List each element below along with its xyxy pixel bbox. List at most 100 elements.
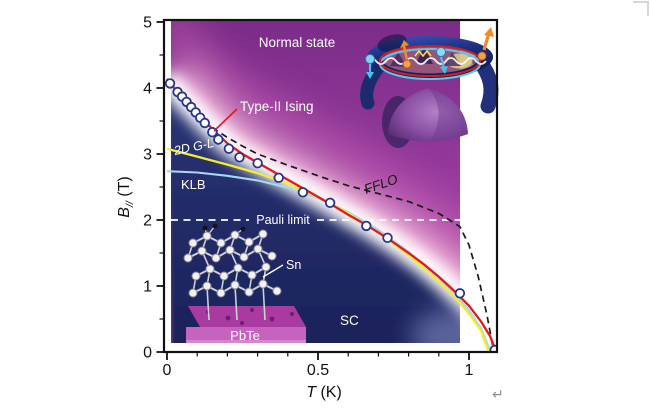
tick-label: 4 <box>143 81 152 98</box>
data-point <box>213 134 224 145</box>
spin-up-arrow-right <box>482 32 491 51</box>
klb-curve <box>166 170 492 352</box>
pauli-limit-label: Pauli limit <box>256 213 310 227</box>
y-axis-title: B// (T) <box>116 176 136 217</box>
sn-atom <box>188 238 198 248</box>
data-point <box>252 157 263 169</box>
sn-atom <box>202 231 212 241</box>
cooper-pair-illustration <box>360 27 499 148</box>
tick-label: 5 <box>143 15 152 32</box>
adatom <box>240 226 246 232</box>
data-point <box>489 344 497 352</box>
data-points <box>164 78 497 352</box>
dome-shade <box>428 88 468 142</box>
tick-label: 0 <box>163 362 172 379</box>
ising-pointer-line <box>213 108 238 132</box>
spin-up-head-mid <box>400 40 409 48</box>
x-axis-title: T (K) <box>306 384 342 401</box>
type2-ising-label: Type-II Ising <box>240 99 314 114</box>
wavy-pairing-line <box>365 57 487 65</box>
sn-atom <box>230 280 240 290</box>
sn-atom <box>225 245 235 255</box>
bond <box>206 285 210 321</box>
sn-atom <box>211 253 221 263</box>
data-point <box>324 197 336 209</box>
pbte-slab-top <box>188 306 306 327</box>
spin-down-head-mid <box>440 66 448 74</box>
data-point <box>297 187 309 198</box>
adatom <box>212 223 218 229</box>
red-orbit <box>379 45 481 77</box>
data-point <box>382 232 393 244</box>
data-point <box>223 143 235 154</box>
dome <box>388 88 468 142</box>
bond <box>234 284 238 321</box>
data-point <box>361 220 372 232</box>
return-mark: ↵ <box>492 386 504 402</box>
sn-atom <box>261 262 271 272</box>
torus-dark-shadow <box>377 34 407 52</box>
sn-atom <box>202 281 212 291</box>
sc-region <box>171 83 460 343</box>
sn-atom <box>258 279 268 289</box>
tick-label: 2 <box>143 213 152 230</box>
tick-label: 1 <box>143 279 152 296</box>
electron-orange-mid <box>402 59 412 69</box>
klb-label: KLB <box>181 177 206 192</box>
y-axis-ticks <box>156 21 164 353</box>
sn-atom <box>253 244 263 254</box>
tick-label: 3 <box>143 147 152 164</box>
data-point <box>234 152 245 163</box>
crystal-structure-inset: Sn PbTe <box>183 223 306 343</box>
sn-atom <box>197 246 207 256</box>
corner-light <box>410 308 460 343</box>
sn-atom <box>183 253 193 263</box>
sc-label: SC <box>340 313 359 328</box>
sn-atom <box>219 271 229 281</box>
slab-edge-highlight <box>186 340 306 343</box>
fflo-dashed-curve <box>211 126 495 349</box>
electron-blue-mid <box>436 47 446 57</box>
data-point <box>199 117 211 129</box>
cone-mid <box>416 47 433 64</box>
adatom <box>202 225 208 231</box>
ring-arm-left <box>360 61 385 110</box>
sn-atom <box>230 230 240 240</box>
sn-pointer-line <box>262 264 284 278</box>
data-point <box>454 288 466 299</box>
sn-atom <box>216 288 226 298</box>
tick-label: 0.5 <box>307 362 329 379</box>
tick-label: 1 <box>465 362 474 379</box>
sn-atom <box>233 263 243 273</box>
plot-frame <box>162 18 499 354</box>
data-point <box>273 172 284 184</box>
data-point <box>164 78 176 89</box>
pbte-label: PbTe <box>230 328 260 343</box>
sn-atom <box>267 251 277 261</box>
yellow-zigzag <box>414 49 432 58</box>
sn-atom <box>239 252 249 262</box>
normal-state-label: Normal state <box>259 35 336 50</box>
electron-orange-right <box>477 51 487 61</box>
sn-lattice <box>183 223 282 321</box>
sn-atom <box>244 237 254 247</box>
purple-contour-band <box>171 20 460 263</box>
spin-up-arrow-mid <box>402 45 409 61</box>
sn-atom <box>216 238 226 248</box>
spin-down-arrow-mid <box>439 56 446 69</box>
sn-atom <box>258 229 268 239</box>
spin-down-head-left <box>366 72 374 79</box>
pbte-slab-front <box>186 327 306 343</box>
selection-corner <box>633 1 649 16</box>
x-axis-ticks <box>166 352 470 360</box>
sn-atom <box>272 286 282 296</box>
tick-label: 0 <box>143 345 152 362</box>
spin-up-head-right <box>484 27 494 37</box>
x-axis-tick-labels: 0 0.5 1 <box>163 362 474 379</box>
electron-blue-left <box>365 54 375 64</box>
y-axis-tick-labels: 0 1 2 3 4 5 <box>143 15 152 362</box>
sn-label: Sn <box>286 258 301 272</box>
sn-atom <box>191 271 201 281</box>
